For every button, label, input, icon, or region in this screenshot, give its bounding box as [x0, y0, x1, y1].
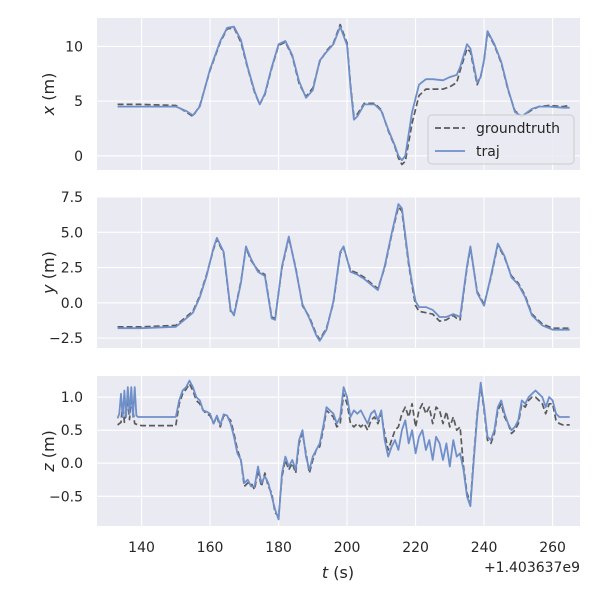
legend-label-traj: traj — [476, 144, 500, 160]
y-tick-label: 7.5 — [61, 190, 83, 206]
x-tick-label: 180 — [265, 540, 292, 556]
y-axis-label-y: y (m) — [39, 251, 58, 295]
y-axis-label-var: y — [39, 284, 58, 295]
y-axis-label-var: z — [39, 463, 58, 473]
y-tick-label: −0.5 — [49, 489, 83, 505]
y-axis-label-z: z (m) — [39, 430, 58, 473]
x-tick-label: 140 — [128, 540, 155, 556]
panels: 0 5 10 x (m) groundtruth traj −2.5 0.0 2.5 5.0 7.5… — [39, 18, 580, 556]
series-groundtruth-y — [117, 206, 570, 341]
x-offset-label: +1.403637e9 — [484, 560, 580, 576]
y-tick-label: 0.0 — [61, 296, 83, 312]
y-axis-label-unit: (m) — [39, 430, 58, 463]
y-tick-label: −2.5 — [49, 331, 83, 347]
x-tick-label: 260 — [539, 540, 566, 556]
y-axis-label-unit: (m) — [39, 73, 58, 106]
series-traj-x — [117, 25, 570, 162]
y-tick-label: 1.0 — [61, 390, 83, 406]
y-tick-label: 2.5 — [61, 261, 83, 277]
y-axis-label-unit: (m) — [39, 251, 58, 284]
y-axis-label-x: x (m) — [39, 73, 58, 117]
panel-z: 140 160 180 200 220 240 260 −0.5 0.0 0.5 1.0 z (m) — [39, 376, 580, 556]
x-tick-label: 200 — [334, 540, 361, 556]
series-traj-z — [116, 379, 570, 521]
x-tick-label: 220 — [402, 540, 429, 556]
panel-x: 0 5 10 x (m) groundtruth traj — [39, 18, 580, 170]
y-tick-label: 0.0 — [61, 456, 83, 472]
series-traj-y — [117, 203, 570, 342]
legend: groundtruth traj — [427, 114, 575, 165]
panel-y: −2.5 0.0 2.5 5.0 7.5 y (m) — [39, 190, 580, 348]
y-tick-label: 5.0 — [61, 225, 83, 241]
x-axis-label: t (s) — [322, 563, 354, 582]
y-tick-label: 5 — [74, 94, 83, 110]
y-tick-label: 0 — [74, 149, 83, 165]
y-axis-label-var: x — [39, 105, 58, 116]
panel-z-background — [97, 376, 580, 526]
legend-label-groundtruth: groundtruth — [476, 121, 560, 137]
y-tick-label: 10 — [65, 39, 83, 55]
x-tick-label: 240 — [471, 540, 498, 556]
x-tick-label: 160 — [197, 540, 224, 556]
panel-y-background — [97, 197, 580, 348]
y-tick-label: 0.5 — [61, 423, 83, 439]
